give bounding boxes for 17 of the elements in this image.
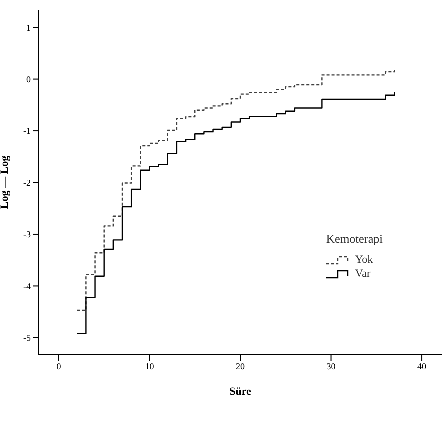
x-tick-label: 10 [145, 361, 155, 372]
legend-title: Kemoterapi [326, 232, 383, 247]
y-tick-label: -5 [24, 333, 32, 344]
legend-label: Var [355, 268, 371, 280]
y-tick-label: -2 [24, 178, 31, 188]
legend-label: Yok [355, 254, 374, 266]
x-tick-label: 20 [236, 361, 246, 372]
y-tick-label: 0 [26, 74, 32, 85]
y-tick-label: -3 [24, 230, 32, 240]
x-tick-label: 0 [56, 361, 62, 372]
x-tick-label: 30 [326, 361, 336, 372]
y-tick-label: -1 [24, 126, 31, 136]
y-tick-label: -4 [24, 281, 32, 292]
y-tick-label: 1 [26, 22, 31, 33]
x-tick-label: 40 [418, 361, 428, 372]
y-axis-title: Log — Log [0, 155, 11, 210]
x-axis-title: Süre [230, 386, 252, 398]
